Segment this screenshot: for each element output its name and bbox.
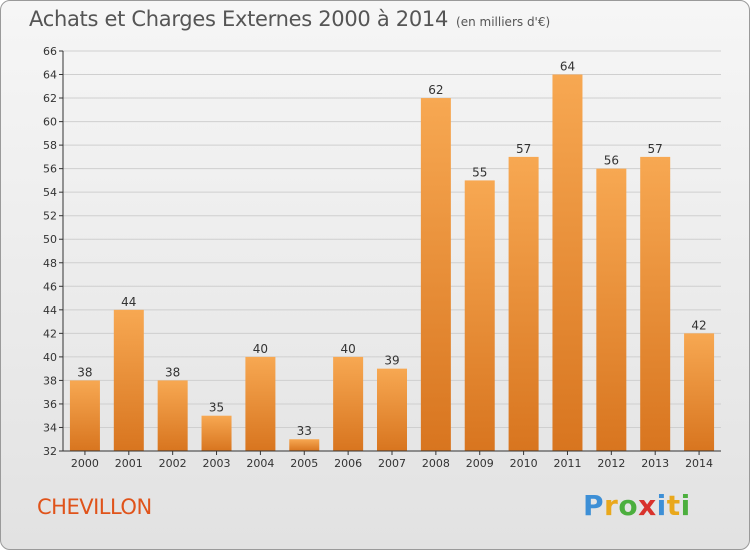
data-label: 55: [472, 165, 487, 179]
axes: 32 34 36 38 40 42 44 46 48 50 52 54 56 58 60 62 64 66: [43, 45, 721, 458]
y-tick-label: 34: [43, 421, 57, 434]
data-label: 57: [516, 142, 531, 156]
x-tick-label: 2010: [510, 457, 538, 470]
y-tick-label: 52: [43, 210, 57, 223]
bar: [464, 180, 495, 452]
logo-letter: i: [680, 489, 691, 522]
y-tick-label: 48: [43, 257, 57, 270]
x-tick-label: 2004: [246, 457, 274, 470]
data-label: 40: [340, 342, 355, 356]
chart-title: Achats et Charges Externes 2000 à 2014 (e…: [29, 7, 550, 31]
data-label: 57: [648, 142, 663, 156]
bar: [289, 439, 320, 451]
y-tick-label: 42: [43, 327, 57, 340]
data-label: 40: [253, 342, 268, 356]
x-tick-label: 2005: [290, 457, 318, 470]
x-tick-label: 2008: [422, 457, 450, 470]
chart-subtitle: (en milliers d'€): [456, 15, 551, 29]
bar: [420, 98, 451, 451]
data-label: 35: [209, 401, 224, 415]
proxiti-logo: Proxiti: [583, 489, 691, 522]
bar: [640, 156, 671, 451]
logo-letter: r: [604, 489, 619, 522]
y-tick-label: 60: [43, 116, 57, 129]
bar: [113, 309, 144, 451]
y-tick-label: 32: [43, 445, 57, 458]
data-label: 38: [77, 365, 92, 379]
chart-title-text: Achats et Charges Externes 2000 à 2014: [29, 7, 449, 31]
bar: [377, 368, 407, 451]
x-tick-label: 2007: [378, 457, 406, 470]
logo-letter: o: [618, 489, 639, 522]
x-tick-label: 2013: [641, 457, 669, 470]
y-tick-label: 40: [43, 351, 57, 364]
commune-name: CHEVILLON: [37, 495, 152, 519]
logo-letter: P: [583, 489, 605, 522]
bar: [201, 415, 232, 451]
x-tick-label: 2011: [553, 457, 581, 470]
y-tick-label: 44: [43, 304, 57, 317]
logo-letter: t: [666, 489, 681, 522]
y-tick-label: 46: [43, 280, 57, 293]
labels: 2000 38 2001 44 2002 38 2003 35 2004 40 2005 33 2006…: [71, 60, 713, 470]
bar: [333, 356, 364, 451]
y-tick-label: 36: [43, 398, 57, 411]
y-tick-label: 56: [43, 163, 57, 176]
bars: [69, 74, 715, 452]
data-label: 33: [297, 424, 312, 438]
x-tick-label: 2003: [203, 457, 231, 470]
x-tick-label: 2012: [597, 457, 625, 470]
x-tick-label: 2014: [685, 457, 713, 470]
bar: [684, 333, 715, 451]
bar: [596, 168, 627, 451]
x-tick-label: 2001: [115, 457, 143, 470]
bar: [69, 380, 100, 451]
x-tick-label: 2002: [159, 457, 187, 470]
y-tick-label: 58: [43, 139, 57, 152]
bar: [508, 156, 539, 451]
data-label: 44: [121, 295, 136, 309]
x-tick-label: 2006: [334, 457, 362, 470]
logo-letter: x: [638, 489, 657, 522]
data-label: 64: [560, 60, 575, 74]
y-tick-label: 50: [43, 233, 57, 246]
logo-letter: i: [656, 489, 667, 522]
y-tick-label: 64: [43, 69, 57, 82]
bar: [245, 356, 276, 451]
data-label: 42: [691, 318, 706, 332]
y-tick-label: 62: [43, 92, 57, 105]
bar: [157, 380, 188, 451]
x-tick-label: 2000: [71, 457, 99, 470]
data-label: 62: [428, 83, 443, 97]
data-label: 56: [604, 154, 619, 168]
x-tick-label: 2009: [466, 457, 494, 470]
y-tick-label: 38: [43, 374, 57, 387]
data-label: 39: [384, 354, 399, 368]
y-tick-label: 54: [43, 186, 57, 199]
data-label: 38: [165, 365, 180, 379]
bar: [552, 74, 583, 451]
y-tick-label: 66: [43, 45, 57, 58]
